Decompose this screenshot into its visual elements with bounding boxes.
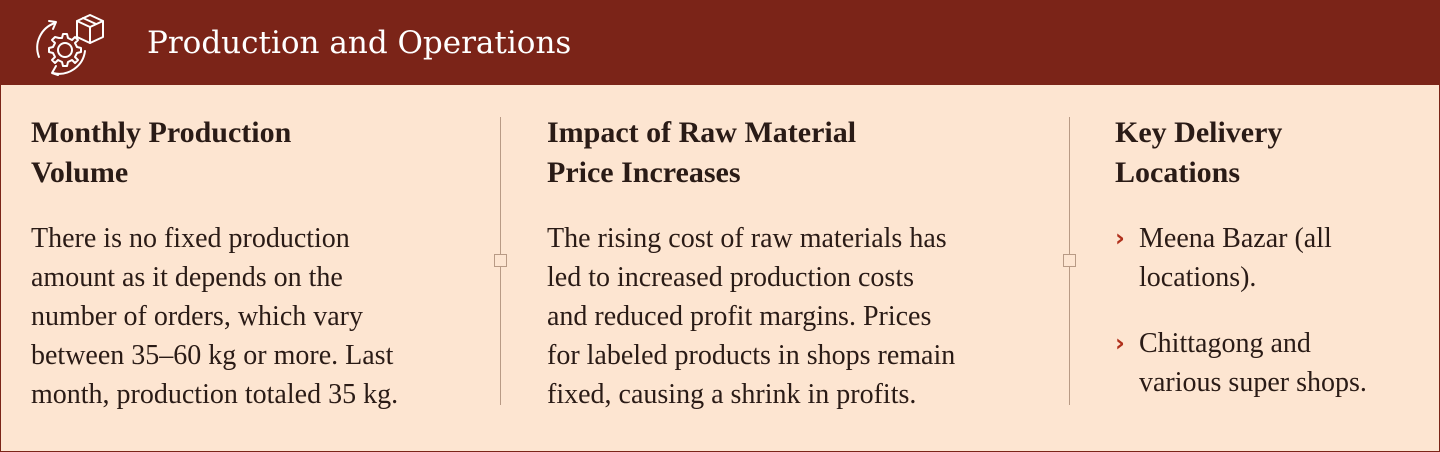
chevron-right-icon: › — [1115, 329, 1125, 357]
text-line: between 35–60 kg or more. Last — [31, 340, 394, 371]
text-line: various super shops. — [1139, 367, 1367, 398]
title-line: Key Delivery — [1115, 116, 1283, 149]
text-line: number of orders, which vary — [31, 301, 364, 332]
title-line: Price Increases — [547, 156, 741, 189]
text-line: Chittagong and — [1139, 328, 1311, 359]
title-line: Locations — [1115, 156, 1241, 189]
divider-node — [494, 254, 507, 267]
chevron-right-icon: › — [1115, 224, 1125, 252]
text-line: fixed, causing a shrink in profits. — [547, 379, 917, 410]
column-delivery-locations: Key Delivery Locations › Meena Bazar (al… — [1115, 113, 1435, 429]
title-line: Volume — [31, 156, 129, 189]
section-title: Production and Operations — [147, 25, 572, 61]
gear-box-icon — [36, 14, 104, 76]
title-line: Impact of Raw Material — [547, 116, 857, 149]
header-bar: Production and Operations — [1, 1, 1439, 85]
title-line: Monthly Production — [31, 116, 292, 149]
column-title: Impact of Raw Material Price Increases — [547, 113, 1027, 193]
column-body: The rising cost of raw materials has led… — [547, 219, 1027, 414]
text-line: and reduced profit margins. Prices — [547, 301, 932, 332]
text-line: The rising cost of raw materials has — [547, 223, 947, 254]
text-line: led to increased production costs — [547, 262, 915, 293]
column-title: Key Delivery Locations — [1115, 113, 1435, 193]
location-list: › Meena Bazar (all locations). › Chittag… — [1115, 219, 1435, 402]
text-line: month, production totaled 35 kg. — [31, 379, 399, 410]
column-monthly-production: Monthly Production Volume There is no fi… — [31, 113, 471, 414]
text-line: There is no fixed production — [31, 223, 350, 254]
column-title: Monthly Production Volume — [31, 113, 471, 193]
text-line: amount as it depends on the — [31, 262, 343, 293]
column-body: There is no fixed production amount as i… — [31, 219, 471, 414]
list-item: › Chittagong and various super shops. — [1115, 324, 1435, 402]
text-line: for labeled products in shops remain — [547, 340, 956, 371]
column-raw-material-impact: Impact of Raw Material Price Increases T… — [547, 113, 1027, 414]
text-line: Meena Bazar (all — [1139, 223, 1332, 254]
divider-node — [1063, 254, 1076, 267]
list-item: › Meena Bazar (all locations). — [1115, 219, 1435, 297]
text-line: locations). — [1139, 262, 1257, 293]
